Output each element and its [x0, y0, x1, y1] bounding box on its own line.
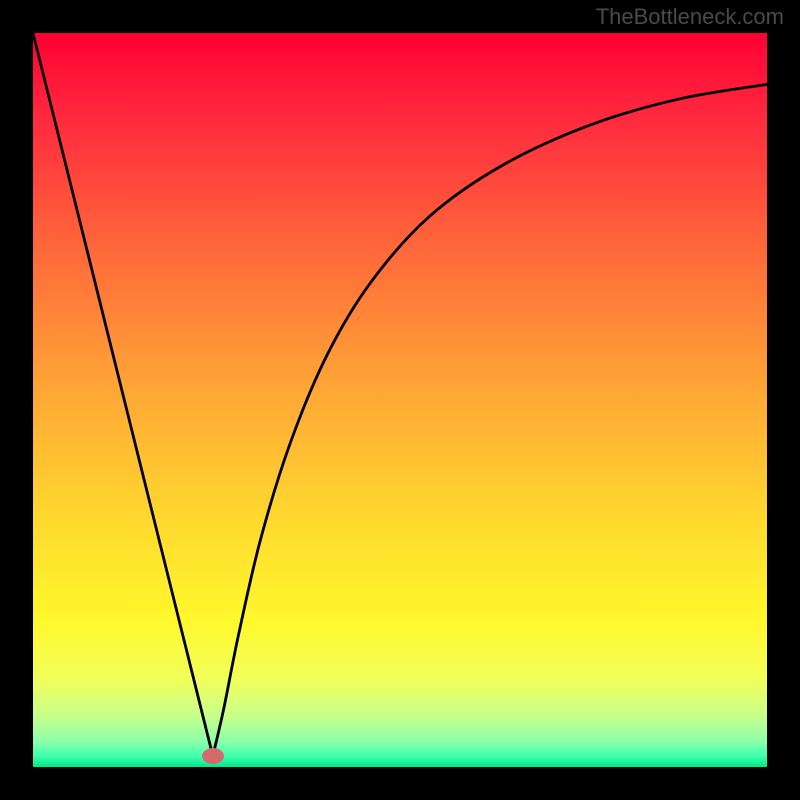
chart-plot-area	[33, 33, 767, 767]
watermark-text: TheBottleneck.com	[596, 4, 784, 30]
optimal-point-marker	[202, 748, 224, 764]
bottleneck-curve	[33, 33, 767, 767]
